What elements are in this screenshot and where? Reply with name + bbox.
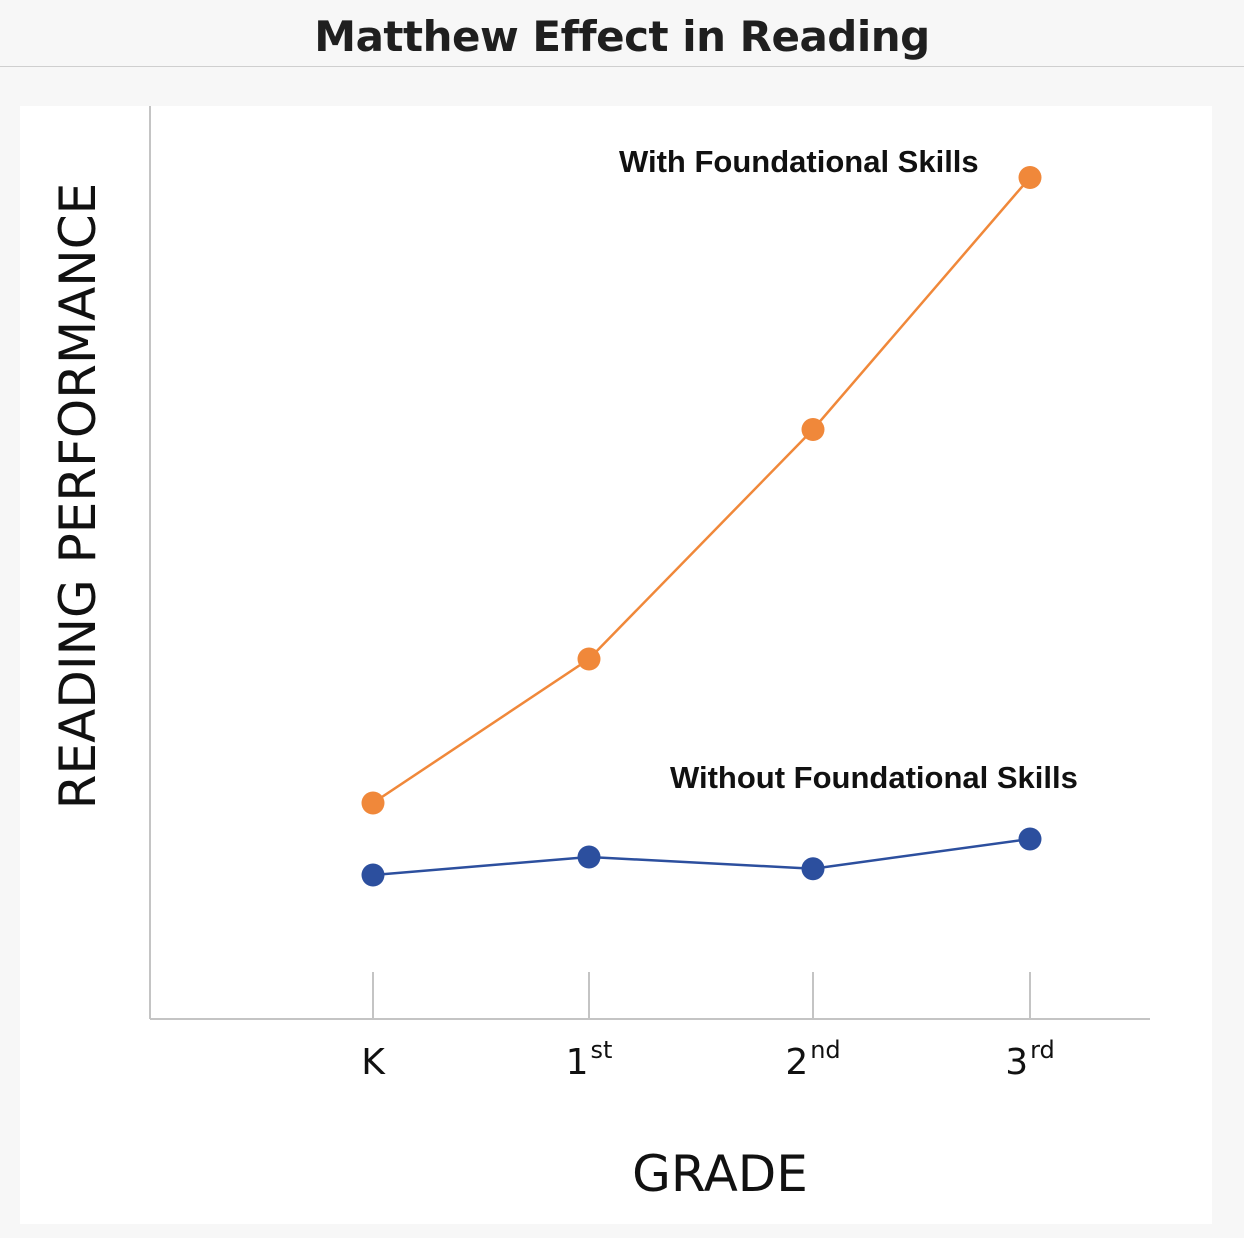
series-with-foundational-skills-point [801,418,825,441]
y-axis-title: READING PERFORMANCE [49,183,107,809]
chart-labels: K 1st 2nd 3rd GRADE READING PERFORMANCE With F… [49,144,1078,1203]
x-tick-label: 3rd [1005,1036,1055,1083]
series-with-foundational-skills-point [1018,166,1042,189]
chart-lines [372,176,1031,877]
page-title: Matthew Effect in Reading [314,12,930,61]
title-bar: Matthew Effect in Reading [0,0,1244,67]
series-without-foundational-skills-label: Without Foundational Skills [670,760,1078,795]
series-without-foundational-skills-point [577,845,601,869]
series-with-foundational-skills-line [372,176,1031,805]
series-with-foundational-skills-point [577,647,601,671]
line-chart: K 1st 2nd 3rd GRADE READING PERFORMANCE With F… [49,106,1150,1203]
series-without-foundational-skills-point [1018,827,1042,851]
x-axis-title: GRADE [632,1145,808,1203]
x-tick-label: K [361,1042,386,1083]
series-without-foundational-skills-point [361,863,385,887]
chart-panel: K 1st 2nd 3rd GRADE READING PERFORMANCE With F… [20,106,1212,1224]
x-tick-label: 1st [566,1036,613,1083]
x-tick-label: 2nd [785,1036,840,1083]
chart-points [361,166,1042,887]
chart-axes [149,106,1150,1020]
series-without-foundational-skills-line [372,837,1031,877]
series-with-foundational-skills-point [361,791,385,815]
series-with-foundational-skills-label: With Foundational Skills [619,144,979,179]
series-without-foundational-skills-point [801,857,825,881]
